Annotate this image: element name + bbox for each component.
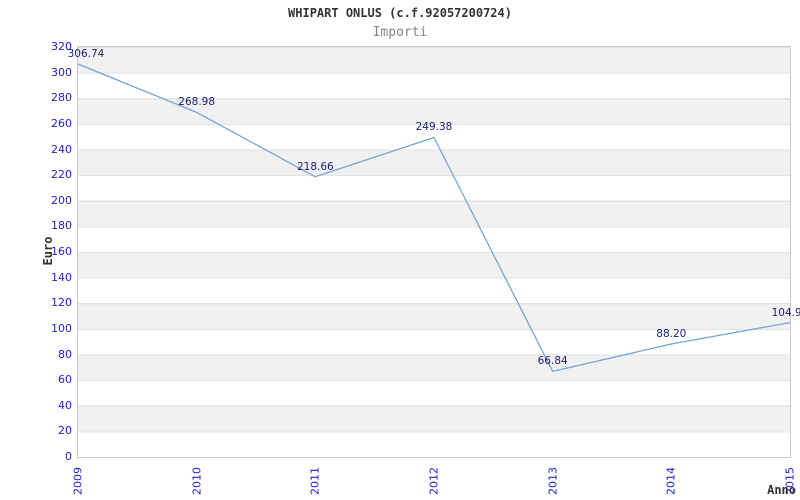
y-axis-tick-label: 320 [51,40,72,53]
y-axis-tick-label: 100 [51,321,72,335]
x-axis-title: Anno [767,483,796,497]
y-axis-tick-label: 60 [58,373,72,387]
chart-title: WHIPART ONLUS (c.f.92057200724) [288,6,512,20]
x-axis-tick-label: 2013 [546,467,560,495]
x-axis-tick-label: 2010 [190,467,204,495]
y-axis-tick-label: 220 [51,168,72,182]
y-axis-tick-label: 20 [58,424,72,438]
y-axis-tick-label: 200 [51,193,72,207]
data-point-label: 249.38 [415,121,453,134]
data-point-label: 268.98 [178,96,216,109]
data-point-label: 66.84 [537,355,568,368]
y-axis-tick-label: 280 [51,91,72,105]
y-axis-tick-label: 0 [65,450,72,463]
chart-subtitle: Importi [372,25,428,40]
x-axis-tick-label: 2012 [427,467,441,495]
x-axis-tick-label: 2014 [664,467,678,495]
y-axis-tick-label: 120 [51,296,72,310]
y-axis-tick-label: 40 [58,398,72,412]
y-axis-tick-label: 180 [51,219,72,233]
y-axis-tick-label: 160 [51,245,72,258]
data-point-label: 88.20 [656,328,687,340]
y-axis-tick-label: 80 [58,347,72,361]
x-axis-tick-label: 2009 [71,467,85,495]
data-point-label: 104.92 [771,306,800,319]
x-axis-tick-label: 2011 [308,467,322,495]
y-axis-tick-label: 300 [51,65,72,79]
y-axis-tick-label: 140 [51,270,72,284]
y-axis-tick-label: 260 [51,116,72,130]
data-point-label: 218.66 [296,160,334,173]
data-point-label: 306.74 [67,48,105,60]
y-axis-tick-label: 240 [51,142,72,156]
y-axis-title: Euro [41,236,55,266]
